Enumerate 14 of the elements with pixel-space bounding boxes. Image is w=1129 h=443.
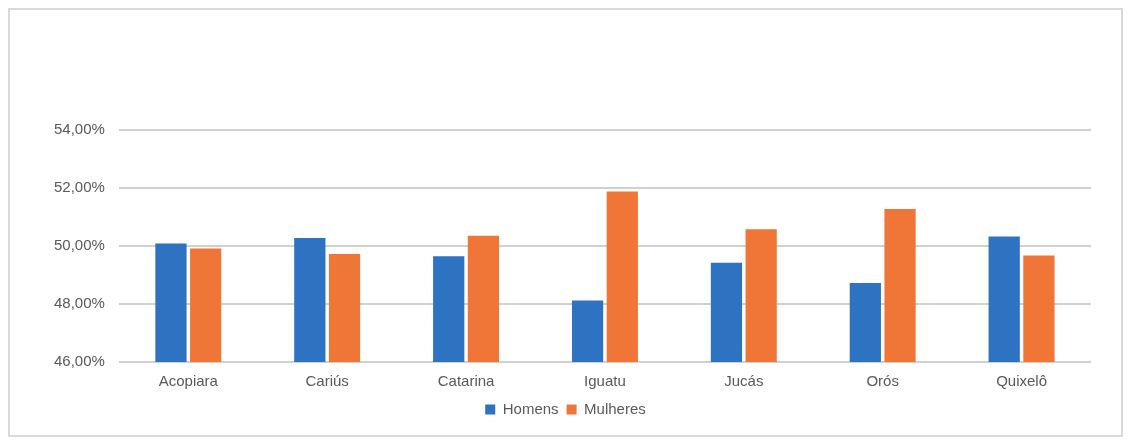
x-tick-label: Catarina [437,372,496,390]
legend-label: Mulheres [584,399,646,417]
legend-label: Homens [502,399,559,417]
x-tick-label: Quixelô [996,372,1047,390]
x-tick-label: Iguatu [584,372,626,390]
x-tick-label: Acopiara [158,372,219,390]
y-tick-label: 46,00% [54,352,105,370]
y-tick-label: 50,00% [54,236,105,254]
y-tick-label: 54,00% [54,120,105,138]
x-tick-label: Cariús [305,372,349,390]
x-tick-label: Orós [866,372,899,390]
y-tick-label: 48,00% [54,294,105,312]
x-tick-label: Jucás [724,372,764,390]
y-tick-label: 52,00% [54,178,105,196]
